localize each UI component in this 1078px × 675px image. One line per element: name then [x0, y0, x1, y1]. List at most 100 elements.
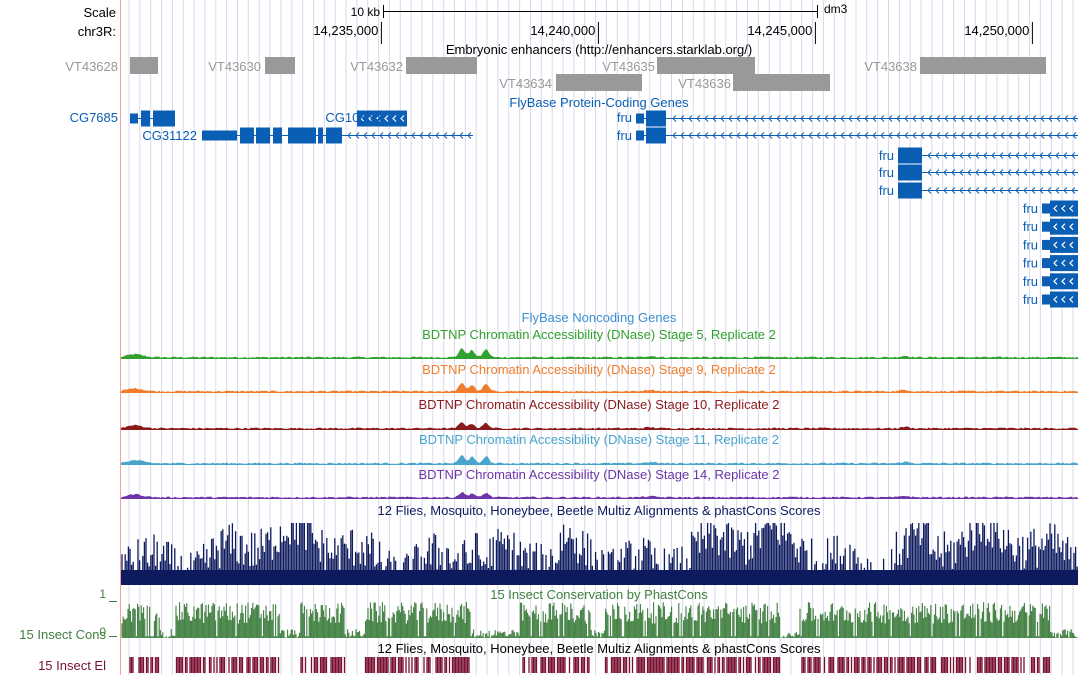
gene-exon[interactable] — [636, 113, 644, 124]
enhancer-vt43630[interactable]: VT43630 — [208, 57, 295, 74]
gene-label: fru — [1023, 274, 1038, 289]
gene-exon[interactable] — [1050, 200, 1078, 217]
enhancer-block[interactable] — [657, 57, 755, 74]
dnase-track-stage14[interactable]: BDTNP Chromatin Accessibility (DNase) St… — [121, 467, 1078, 499]
enhancer-label: VT43638 — [864, 59, 917, 74]
gene-exon[interactable] — [326, 127, 342, 144]
gene-fru[interactable]: fru — [1023, 236, 1078, 253]
phastcons-ymin-label: 0 — [99, 625, 106, 639]
gene-exon[interactable] — [1042, 239, 1050, 250]
gene-exon[interactable] — [288, 127, 316, 144]
gene-exon[interactable] — [1050, 255, 1078, 272]
gene-fru[interactable]: fru — [617, 127, 1078, 144]
enhancer-vt43632[interactable]: VT43632 — [350, 57, 477, 74]
gene-fru[interactable]: fru — [879, 182, 1078, 199]
scale-bar-label: 10 kb — [351, 5, 381, 19]
gene-exon[interactable] — [202, 130, 237, 141]
enhancer-block[interactable] — [130, 57, 158, 74]
enhancers-track-title: Embryonic enhancers (http://enhancers.st… — [446, 42, 752, 57]
enhancer-block[interactable] — [920, 57, 1046, 74]
conserved-elements-track[interactable]: 12 Flies, Mosquito, Honeybee, Beetle Mul… — [38, 641, 1051, 673]
multiz-base-fill — [121, 570, 1078, 585]
dnase-signal — [121, 455, 1078, 464]
gene-fru[interactable]: fru — [879, 164, 1078, 181]
gene-exon[interactable] — [357, 110, 407, 127]
phastcons-track[interactable]: 15 Insect Conservation by PhastCons 15 I… — [19, 587, 1078, 642]
gene-exon[interactable] — [130, 113, 138, 124]
enhancer-vt43638[interactable]: VT43638 — [864, 57, 1046, 74]
gene-exon[interactable] — [898, 182, 922, 199]
dnase-signal — [121, 348, 1078, 358]
dnase-track-stage5[interactable]: BDTNP Chromatin Accessibility (DNase) St… — [121, 327, 1078, 359]
gene-cg31122[interactable]: CG31122 — [142, 127, 473, 144]
gene-cg7685[interactable]: CG7685 — [70, 110, 175, 127]
gene-exon[interactable] — [1050, 291, 1078, 308]
ruler-tick-label: 14,235,000 — [313, 23, 378, 38]
dnase-track-stage9[interactable]: BDTNP Chromatin Accessibility (DNase) St… — [121, 362, 1078, 393]
enhancer-block[interactable] — [556, 74, 642, 91]
gene-exon[interactable] — [153, 110, 175, 127]
gene-exon[interactable] — [1050, 218, 1078, 235]
gene-fru[interactable]: fru — [1023, 291, 1078, 308]
gene-fru[interactable]: fru — [1023, 255, 1078, 272]
gene-exon[interactable] — [1042, 221, 1050, 232]
gene-label: fru — [617, 110, 632, 125]
dnase-track-title: BDTNP Chromatin Accessibility (DNase) St… — [422, 327, 776, 342]
gene-exon[interactable] — [141, 110, 150, 127]
dnase-track-stage10[interactable]: BDTNP Chromatin Accessibility (DNase) St… — [121, 397, 1078, 430]
phastcons-signal — [121, 602, 1078, 638]
dnase-signal — [121, 383, 1078, 392]
gene-label: fru — [1023, 292, 1038, 307]
gene-exon[interactable] — [1042, 258, 1050, 269]
conserved-elements-title: 12 Flies, Mosquito, Honeybee, Beetle Mul… — [378, 641, 821, 656]
gene-exon[interactable] — [646, 127, 666, 144]
conserved-elements-left-label: 15 Insect El — [38, 658, 106, 673]
enhancer-label: VT43635 — [602, 59, 655, 74]
gene-exon[interactable] — [256, 127, 270, 144]
gene-label: fru — [879, 165, 894, 180]
dnase-track-title: BDTNP Chromatin Accessibility (DNase) St… — [422, 362, 776, 377]
gene-exon[interactable] — [1042, 203, 1050, 214]
gene-exon[interactable] — [273, 127, 282, 144]
gene-label: fru — [879, 183, 894, 198]
enhancer-block[interactable] — [733, 74, 830, 91]
gene-exon[interactable] — [646, 110, 666, 127]
protein-coding-genes-track[interactable]: FlyBase Protein-Coding Genes CG7685 CG311… — [70, 95, 1078, 308]
gene-label: CG10864 — [325, 110, 381, 125]
gene-items[interactable]: CG7685 CG31122 CG10864 fru fru fru fru fru fru fr… — [70, 110, 1078, 308]
enhancer-label: VT43634 — [499, 76, 552, 91]
enhancer-block[interactable] — [406, 57, 477, 74]
gene-exon[interactable] — [898, 147, 922, 164]
enhancer-label: VT43630 — [208, 59, 261, 74]
gene-label: CG31122 — [142, 128, 197, 143]
enhancer-vt43634[interactable]: VT43634 — [499, 74, 642, 91]
gene-exon[interactable] — [1042, 294, 1050, 305]
enhancer-vt43628[interactable]: VT43628 — [65, 57, 158, 74]
enhancer-block[interactable] — [265, 57, 295, 74]
dnase-track-stage11[interactable]: BDTNP Chromatin Accessibility (DNase) St… — [121, 432, 1078, 465]
conserved-elements — [129, 657, 1051, 673]
gene-exon[interactable] — [240, 127, 254, 144]
enhancer-vt43636[interactable]: VT43636 — [678, 74, 830, 91]
dnase-tracks[interactable]: BDTNP Chromatin Accessibility (DNase) St… — [121, 327, 1078, 499]
gene-exon[interactable] — [1050, 236, 1078, 253]
gene-fru[interactable]: fru — [1023, 218, 1078, 235]
phastcons-left-label: 15 Insect Cons — [19, 627, 106, 642]
enhancer-vt43635[interactable]: VT43635 — [602, 57, 755, 74]
gene-fru[interactable]: fru — [1023, 273, 1078, 290]
gene-cg10864[interactable]: CG10864 — [325, 110, 407, 127]
gene-exon[interactable] — [1050, 273, 1078, 290]
multiz-track[interactable]: 12 Flies, Mosquito, Honeybee, Beetle Mul… — [121, 503, 1078, 585]
gene-exon[interactable] — [898, 164, 922, 181]
gene-fru[interactable]: fru — [879, 147, 1078, 164]
dnase-signal — [121, 491, 1078, 498]
gene-fru[interactable]: fru — [617, 110, 1078, 127]
enhancer-items[interactable]: VT43628 VT43630 VT43632 VT43634 VT43635 VT436… — [65, 57, 1046, 91]
gene-fru[interactable]: fru — [1023, 200, 1078, 217]
ruler-track[interactable]: Scale 10 kb dm3 chr3R: 14,235,000 14,240,… — [78, 2, 1033, 44]
enhancers-track[interactable]: Embryonic enhancers (http://enhancers.st… — [65, 42, 1046, 91]
gene-exon[interactable] — [1042, 276, 1050, 287]
gene-exon[interactable] — [318, 127, 323, 144]
gene-exon[interactable] — [636, 130, 644, 141]
